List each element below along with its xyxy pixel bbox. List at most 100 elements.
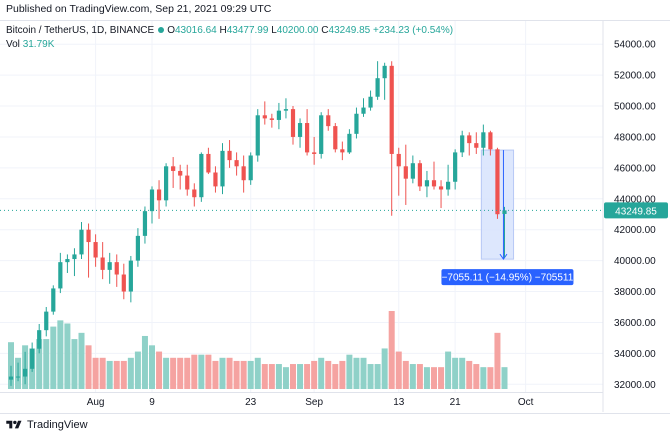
candle-body[interactable] bbox=[206, 153, 211, 173]
candle-body[interactable] bbox=[403, 166, 408, 179]
x-tick-label: Aug bbox=[87, 397, 105, 408]
high-label: H bbox=[219, 25, 227, 36]
candle-body[interactable] bbox=[255, 115, 260, 156]
candle-body[interactable] bbox=[269, 118, 274, 120]
candle-body[interactable] bbox=[241, 166, 246, 181]
candle-body[interactable] bbox=[431, 180, 437, 187]
candle-body[interactable] bbox=[135, 235, 140, 261]
candle-body[interactable] bbox=[93, 242, 98, 258]
candle-body[interactable] bbox=[227, 150, 232, 161]
candle-body[interactable] bbox=[30, 348, 35, 369]
candle-body[interactable] bbox=[121, 274, 126, 292]
candle-body[interactable] bbox=[220, 150, 225, 187]
volume-value: 31.79K bbox=[22, 39, 55, 50]
low-label: L bbox=[271, 25, 277, 36]
candle-body[interactable] bbox=[488, 132, 493, 150]
candle-body[interactable] bbox=[199, 153, 204, 198]
y-tick-label: 32000.00 bbox=[614, 380, 656, 391]
candle-body[interactable] bbox=[446, 181, 451, 190]
candle-body[interactable] bbox=[354, 113, 359, 134]
candle-body[interactable] bbox=[382, 65, 387, 79]
volume-bar bbox=[92, 357, 99, 389]
candle-body[interactable] bbox=[319, 115, 324, 154]
candle-body[interactable] bbox=[340, 149, 345, 153]
high-value: 43477.99 bbox=[226, 25, 269, 36]
candle-body[interactable] bbox=[192, 189, 197, 198]
candle-body[interactable] bbox=[297, 123, 303, 137]
volume-bar bbox=[311, 360, 318, 389]
candle-body[interactable] bbox=[114, 262, 119, 275]
candle-body[interactable] bbox=[185, 175, 190, 190]
volume-bar bbox=[367, 364, 374, 389]
candle-body[interactable] bbox=[312, 152, 317, 154]
chart-frame bbox=[0, 20, 670, 414]
candle-body[interactable] bbox=[58, 262, 63, 289]
candle-body[interactable] bbox=[305, 123, 310, 153]
candle-body[interactable] bbox=[453, 152, 458, 182]
candle-body[interactable] bbox=[283, 109, 289, 111]
candle-body[interactable] bbox=[417, 163, 422, 187]
candle-body[interactable] bbox=[502, 210, 507, 214]
volume-bar bbox=[261, 364, 268, 389]
candle-body[interactable] bbox=[495, 149, 500, 215]
candle-body[interactable] bbox=[460, 135, 465, 153]
footer-brand[interactable]: TradingView bbox=[27, 419, 88, 431]
candle-body[interactable] bbox=[276, 110, 281, 120]
candle-body[interactable] bbox=[234, 160, 239, 167]
y-tick-label: 40000.00 bbox=[614, 256, 656, 267]
candle-body[interactable] bbox=[474, 143, 479, 148]
candle-body[interactable] bbox=[37, 330, 42, 349]
candle-body[interactable] bbox=[389, 65, 394, 154]
candle-body[interactable] bbox=[128, 260, 133, 292]
candle-body[interactable] bbox=[213, 172, 218, 187]
candle-body[interactable] bbox=[424, 180, 430, 187]
candle-body[interactable] bbox=[51, 288, 56, 312]
candle-body[interactable] bbox=[368, 96, 373, 108]
candle-body[interactable] bbox=[8, 376, 14, 380]
candle-body[interactable] bbox=[142, 211, 148, 236]
candle-body[interactable] bbox=[178, 170, 183, 176]
candle-body[interactable] bbox=[23, 368, 28, 377]
candle-body[interactable] bbox=[361, 107, 366, 114]
volume-bar bbox=[388, 311, 395, 389]
close-value: 43249.85 bbox=[328, 25, 371, 36]
candle-body[interactable] bbox=[290, 109, 296, 137]
candle-body[interactable] bbox=[72, 254, 77, 260]
candle-body[interactable] bbox=[100, 257, 105, 270]
candle-body[interactable] bbox=[149, 189, 155, 212]
volume-bar bbox=[43, 339, 50, 389]
candle-body[interactable] bbox=[333, 126, 338, 150]
volume-bar bbox=[141, 335, 148, 389]
candle-body[interactable] bbox=[467, 135, 472, 144]
candle-body[interactable] bbox=[347, 133, 352, 153]
volume-bar bbox=[487, 367, 494, 389]
volume-bar bbox=[177, 357, 184, 389]
candle-body[interactable] bbox=[171, 166, 176, 171]
volume-bar bbox=[275, 364, 282, 389]
candle-body[interactable] bbox=[248, 155, 253, 181]
candle-body[interactable] bbox=[86, 229, 91, 243]
candle-body[interactable] bbox=[375, 78, 380, 97]
candle-body[interactable] bbox=[65, 259, 70, 263]
x-tick-label: 13 bbox=[393, 397, 405, 408]
candle-body[interactable] bbox=[107, 262, 112, 270]
candle-body[interactable] bbox=[326, 115, 331, 127]
candle-body[interactable] bbox=[410, 163, 415, 179]
candle-body[interactable] bbox=[438, 186, 444, 190]
symbol-legend: Bitcoin / TetherUS, 1D, BINANCE O43016.64… bbox=[6, 25, 453, 36]
candle-body[interactable] bbox=[79, 229, 84, 255]
candle-body[interactable] bbox=[44, 311, 49, 331]
candle-body[interactable] bbox=[15, 376, 21, 378]
x-tick-label: 9 bbox=[149, 397, 155, 408]
candle-body[interactable] bbox=[262, 115, 267, 119]
candle-body[interactable] bbox=[164, 166, 169, 201]
volume-bar bbox=[134, 351, 141, 389]
candle-body[interactable] bbox=[481, 132, 486, 148]
candle-body[interactable] bbox=[156, 189, 162, 201]
volume-bar bbox=[106, 360, 113, 389]
candle-body[interactable] bbox=[396, 153, 401, 167]
volume-bar bbox=[423, 367, 430, 389]
volume-bar bbox=[85, 345, 92, 389]
y-tick-label: 54000.00 bbox=[614, 40, 656, 51]
